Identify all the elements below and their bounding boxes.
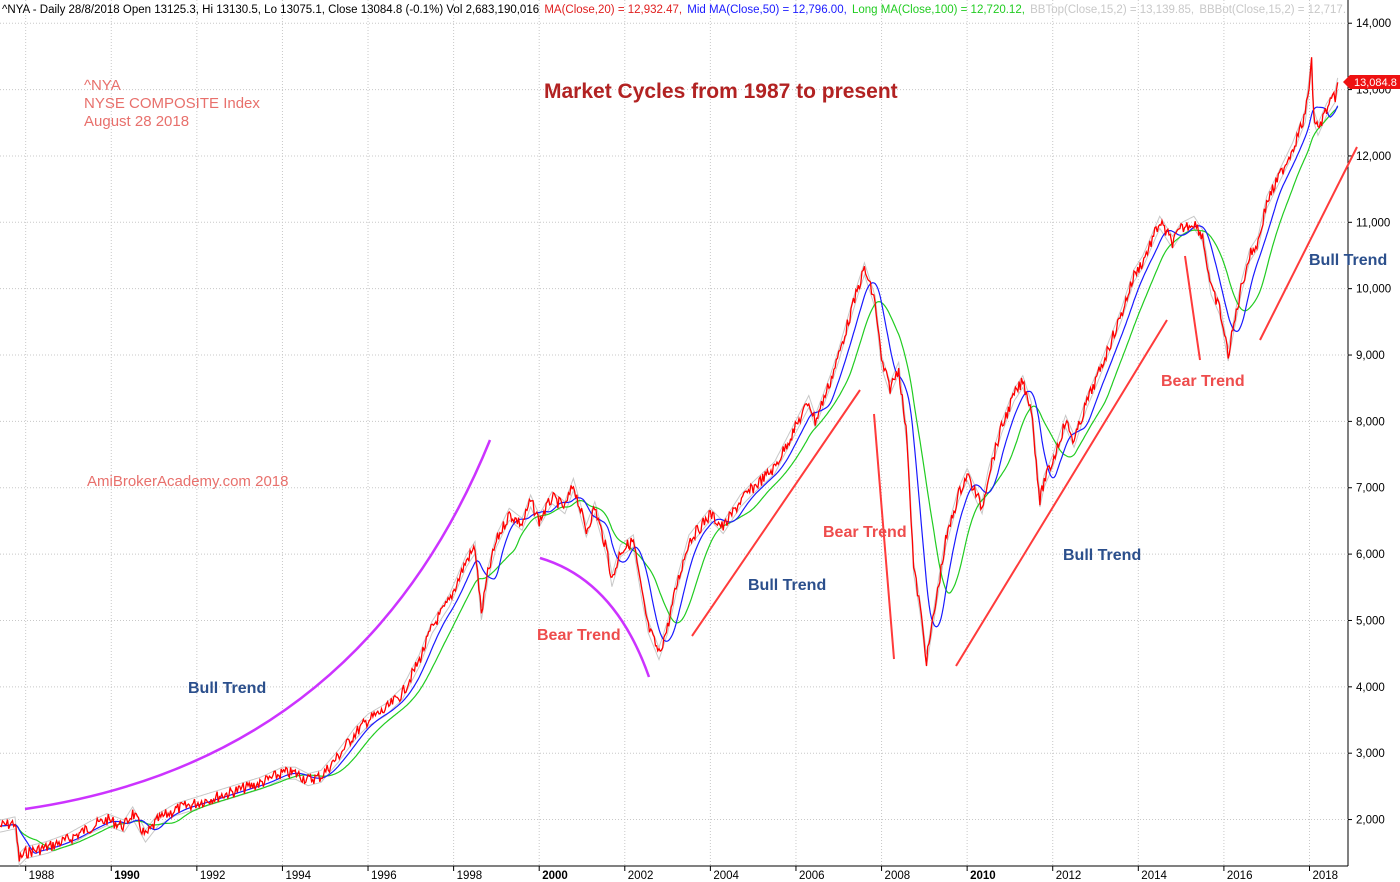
y-tick-label: 8,000 [1356,416,1385,428]
trend-label-bear-2: Bear Trend [823,524,907,541]
plot-area [0,0,1348,866]
header-ma20: MA(Close,20) = 12,932.47, [544,4,682,16]
y-tick-label: 12,000 [1356,151,1391,163]
trend-label-bull-4: Bull Trend [1309,252,1387,269]
y-tick-label: 10,000 [1356,284,1391,296]
x-tick-label: 2018 [1312,870,1338,882]
y-tick-label: 11,000 [1356,217,1390,229]
header-bbtop: BBTop(Close,15,2) = 13,139.85, [1030,4,1194,16]
trend-label-bull-1: Bull Trend [188,680,266,697]
bb-top-line [0,56,1339,855]
x-tick-label: 2014 [1141,870,1167,882]
y-tick-label: 7,000 [1356,483,1385,495]
chart-title: Market Cycles from 1987 to present [544,80,898,103]
ma100-line [0,106,1339,851]
x-tick-label: 2008 [885,870,911,882]
header-ma50: Mid MA(Close,50) = 12,796.00, [687,4,846,16]
x-tick-label: 2012 [1056,870,1082,882]
info-date: August 28 2018 [84,113,189,130]
y-tick-label: 5,000 [1356,615,1385,627]
info-ticker: ^NYA [84,77,121,94]
x-tick-label: 1992 [200,870,226,882]
x-tick-label: 2002 [628,870,654,882]
header-text: ^NYA - Daily 28/8/2018 Open 13125.3, Hi … [2,4,1346,16]
trend-decorations [24,146,1358,811]
x-tick-label: 1996 [371,870,397,882]
x-tick-label: 2006 [799,870,825,882]
bear-trend-line-2008 [873,413,895,660]
y-axis: 2,000 3,000 4,000 5,000 6,000 7,000 8,000 9,000… [1348,18,1391,827]
trend-label-bear-1: Bear Trend [537,627,621,644]
y-tick-label: 9,000 [1356,350,1385,362]
x-tick-label: 1990 [114,870,140,882]
y-tick-label: 14,000 [1356,18,1391,30]
price-series [0,56,1339,867]
x-axis: 1988 1990 1992 1994 1996 1998 2000 2002 2004 2006… [25,866,1338,882]
bull-trend-line-2016 [1259,146,1358,341]
y-tick-label: 6,000 [1356,549,1385,561]
bear-trend-arc [539,556,651,678]
header-ma100: Long MA(Close,100) = 12,720.12, [852,4,1025,16]
bull-trend-arc [24,439,492,811]
info-index-name: NYSE COMPOSITE Index [84,95,260,112]
x-tick-label: 1994 [285,870,311,882]
header-symbol: ^NYA - Daily 28/8/2018 Open 13125.3, Hi … [2,4,539,16]
bear-trend-line-2015 [1184,255,1201,361]
x-tick-label: 1998 [457,870,483,882]
y-tick-label: 4,000 [1356,682,1385,694]
last-price-label: 13,084.8 [1354,77,1397,89]
y-tick-label: 2,000 [1356,815,1385,827]
y-tick-label: 3,000 [1356,748,1385,760]
bull-trend-line-2009 [955,319,1168,667]
trend-label-bull-3: Bull Trend [1063,547,1141,564]
price-line [0,57,1339,862]
trend-label-bear-3: Bear Trend [1161,373,1245,390]
watermark: AmiBrokerAcademy.com 2018 [87,473,288,490]
header-bbbot: BBBot(Close,15,2) = 12,717. [1199,4,1346,16]
bull-trend-line-2003 [691,389,861,637]
trend-label-bull-2: Bull Trend [748,577,826,594]
last-price-marker: 13,084.8 [1343,75,1400,89]
x-tick-label: 1988 [29,870,55,882]
x-tick-label: 2000 [542,870,568,882]
x-tick-label: 2016 [1227,870,1253,882]
x-tick-label: 2004 [713,870,739,882]
x-tick-label: 2010 [970,870,996,882]
